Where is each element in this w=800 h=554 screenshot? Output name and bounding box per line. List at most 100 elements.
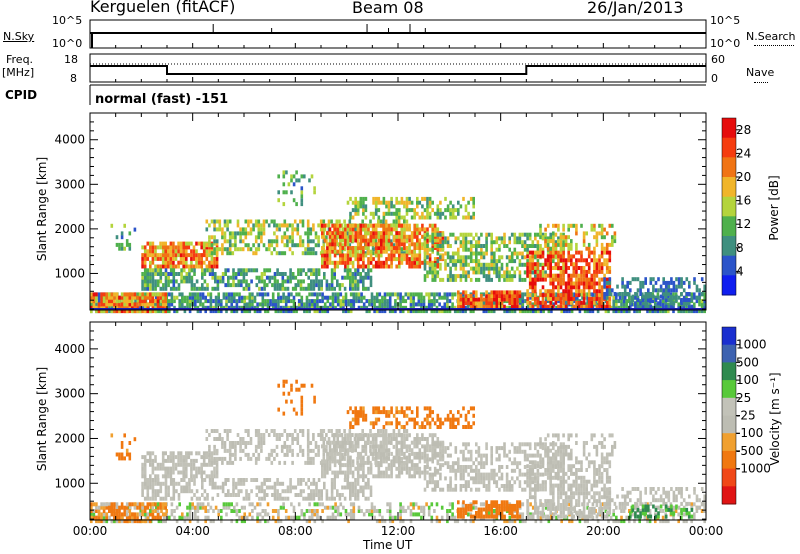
power-cell [285, 170, 288, 175]
velocity-cell [160, 509, 163, 513]
power-cell [200, 264, 203, 269]
power-cell [215, 256, 219, 261]
velocity-cell [211, 496, 214, 501]
power-cell [146, 305, 150, 310]
power-cell [539, 277, 542, 282]
power-cell [459, 255, 463, 260]
power-cell [328, 234, 332, 239]
power-cell [451, 211, 455, 216]
power-cell [467, 301, 470, 306]
power-cell [456, 309, 460, 314]
power-cell [247, 286, 251, 291]
power-cell [567, 273, 570, 278]
power-cell [590, 273, 594, 278]
power-cell [110, 302, 114, 307]
power-cell [472, 259, 475, 264]
power-cell [482, 255, 486, 260]
power-cell [304, 286, 308, 291]
power-cell [575, 273, 578, 278]
power-cell [431, 200, 434, 205]
power-cell [310, 299, 314, 304]
power-cell [151, 302, 155, 307]
power-cell [459, 301, 463, 306]
power-cell [541, 293, 545, 298]
velocity-cell [349, 502, 353, 507]
power-cell [291, 243, 294, 248]
power-cell [143, 268, 147, 273]
velocity-cell [146, 485, 150, 490]
power-cell [582, 300, 586, 305]
power-cell [629, 304, 632, 309]
power-cell [413, 223, 416, 228]
velocity-cell [261, 515, 265, 520]
power-cell [449, 270, 452, 275]
power-cell [608, 254, 612, 259]
power-cell [575, 293, 578, 298]
power-cell [383, 295, 387, 300]
power-cell [274, 305, 278, 310]
power-cell [590, 296, 594, 301]
velocity-cell [102, 515, 106, 520]
power-cell [547, 309, 551, 314]
power-cell [156, 302, 160, 307]
velocity-cell [381, 519, 384, 524]
power-cell [526, 244, 529, 248]
power-cell [167, 256, 170, 261]
velocity-cell [225, 505, 228, 510]
power-cell [377, 260, 381, 265]
power-cell [562, 227, 565, 232]
power-cell [443, 309, 447, 314]
power-cell [669, 292, 673, 297]
velocity-cell [570, 515, 574, 520]
power-cell [595, 304, 599, 309]
power-cell [467, 297, 470, 302]
power-cell [348, 243, 352, 248]
power-cell [546, 251, 550, 256]
power-cell [275, 251, 279, 256]
power-cell [387, 204, 391, 209]
power-cell [339, 234, 342, 239]
power-cell [227, 292, 231, 297]
power-cell [439, 208, 442, 213]
power-cell [513, 274, 517, 279]
power-cell [159, 245, 162, 250]
power-cell [480, 247, 483, 252]
power-cell [647, 304, 650, 309]
power-cell [260, 235, 263, 240]
velocity-cell [313, 512, 317, 517]
power-cell [156, 279, 160, 284]
power-cell [639, 292, 642, 296]
power-cell [205, 253, 209, 258]
power-cell [605, 269, 609, 274]
power-cell [395, 200, 398, 205]
power-cell [378, 302, 382, 307]
power-cell [367, 246, 370, 250]
power-cell [526, 254, 529, 259]
power-cell [392, 227, 396, 232]
power-cell [667, 292, 671, 296]
power-cell [487, 297, 491, 302]
power-cell [167, 264, 170, 269]
power-cell [151, 249, 155, 254]
power-cell [239, 231, 242, 236]
power-cell [485, 266, 488, 271]
power-cell [585, 246, 588, 251]
power-cell [314, 231, 318, 236]
velocity-cell [215, 470, 219, 475]
power-cell [528, 300, 532, 305]
power-cell [344, 238, 347, 243]
power-cell [690, 298, 694, 302]
power-cell [539, 223, 542, 228]
power-cell [662, 288, 665, 293]
velocity-cell [197, 470, 201, 475]
power-cell [364, 196, 368, 201]
power-cell [459, 277, 463, 282]
power-cell [612, 295, 615, 300]
power-cell [195, 249, 198, 254]
power-cell [423, 196, 427, 201]
power-cell [387, 238, 391, 243]
power-cell [544, 232, 547, 237]
power-cell [593, 269, 596, 274]
power-cell [400, 215, 404, 220]
power-cell [490, 255, 493, 260]
